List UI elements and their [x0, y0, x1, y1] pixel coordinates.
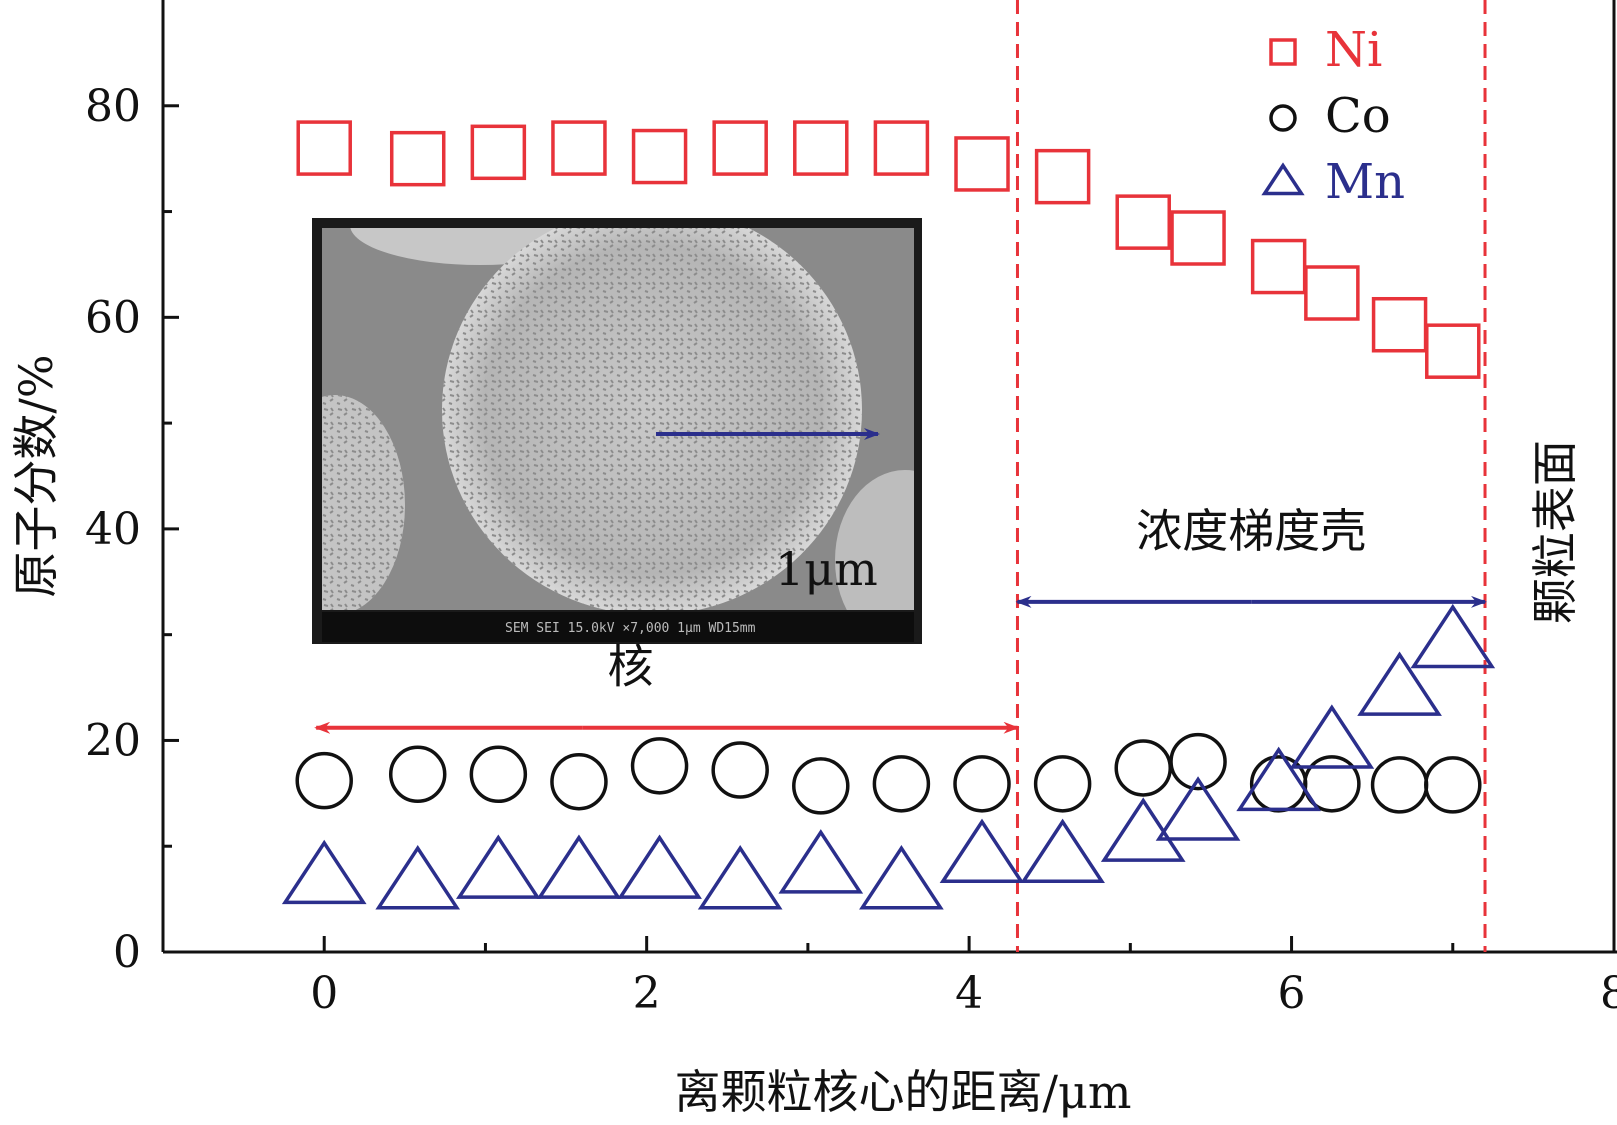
ni-marker [1170, 210, 1226, 266]
co-marker [1424, 756, 1482, 814]
legend-mn-label: Mn [1325, 154, 1405, 210]
surface-label: 颗粒表面 [1528, 440, 1582, 624]
ni-marker [1250, 238, 1307, 295]
co-marker [792, 757, 850, 815]
mn-marker [455, 834, 541, 899]
x-tick-label: 2 [633, 968, 661, 1019]
co-marker [1033, 755, 1092, 813]
y-axis-title: 原子分数/% [9, 354, 63, 597]
y-tick-label: 0 [113, 927, 141, 978]
co-marker [550, 752, 608, 811]
mn-marker [536, 834, 622, 899]
co-marker [711, 741, 769, 799]
ni-marker [470, 124, 527, 181]
sem-info-text: SEM SEI 15.0kV ×7,000 1μm WD15mm [505, 621, 756, 636]
ni-marker [1034, 148, 1091, 205]
mn-marker [1155, 776, 1241, 841]
ni-marker [389, 130, 446, 187]
x-tick-label: 8 [1600, 968, 1617, 1019]
co-marker [1303, 755, 1361, 813]
co-marker [1249, 755, 1308, 813]
co-marker [1169, 732, 1227, 791]
mn-marker [778, 829, 864, 894]
ni-marker [1304, 265, 1360, 321]
co-marker [1370, 756, 1429, 814]
ni-marker [551, 120, 607, 176]
co-marker [1114, 739, 1172, 797]
ni-marker [712, 120, 768, 176]
mn-marker [1100, 797, 1186, 862]
mn-marker [375, 845, 461, 910]
legend-ni-marker [1269, 38, 1297, 66]
ni-marker [793, 120, 849, 176]
boundary-lines [1015, 0, 1487, 952]
x-tick-label: 6 [1278, 968, 1306, 1019]
mn-marker [1236, 746, 1322, 812]
mn-marker [281, 839, 367, 905]
y-tick-label: 40 [85, 504, 141, 555]
sem-neighbor-particle-right [835, 470, 914, 610]
co-marker [953, 755, 1011, 813]
mn-marker [939, 818, 1025, 884]
ni-marker [873, 120, 930, 176]
ni-marker [1115, 194, 1171, 250]
x-tick-label: 4 [955, 968, 983, 1019]
y-tick-label: 60 [85, 292, 141, 343]
sem-inset-image: SEM SEI 15.0kV ×7,000 1μm WD15mm 1μm [312, 218, 922, 644]
mn-marker [697, 845, 783, 910]
mn-marker [1357, 651, 1442, 716]
co-marker [295, 751, 353, 810]
x-tick-label: 0 [310, 968, 338, 1019]
co-marker [388, 745, 447, 804]
ni-marker [954, 136, 1010, 192]
mn-marker [1020, 818, 1105, 884]
mn-marker [1289, 704, 1375, 769]
core-label: 核 [608, 639, 654, 693]
co-marker [630, 737, 689, 795]
ni-marker [296, 120, 352, 176]
mn-marker [617, 834, 702, 899]
region-arrows [314, 595, 1488, 734]
legend-ni-label: Ni [1325, 22, 1382, 78]
legend-co-marker [1269, 104, 1297, 132]
sem-info-bar [322, 612, 914, 642]
x-axis-title: 离颗粒核心的距离/μm [674, 1065, 1131, 1119]
mn-marker [1410, 603, 1496, 669]
ni-marker [631, 128, 688, 185]
shell-label: 浓度梯度壳 [1136, 504, 1366, 558]
data-markers [281, 120, 1496, 910]
ni-marker [1425, 323, 1481, 379]
legend: Ni Co Mn [1261, 22, 1405, 210]
ni-marker [1371, 296, 1428, 353]
co-marker [469, 745, 528, 804]
y-tick-label: 80 [85, 81, 141, 132]
legend-mn-marker [1261, 162, 1305, 196]
co-marker [872, 755, 931, 813]
y-tick-label: 20 [85, 715, 141, 766]
sem-scale-label: 1μm [775, 542, 878, 596]
plot-axes [161, 0, 1617, 954]
mn-marker [859, 845, 944, 910]
legend-co-label: Co [1325, 88, 1391, 144]
